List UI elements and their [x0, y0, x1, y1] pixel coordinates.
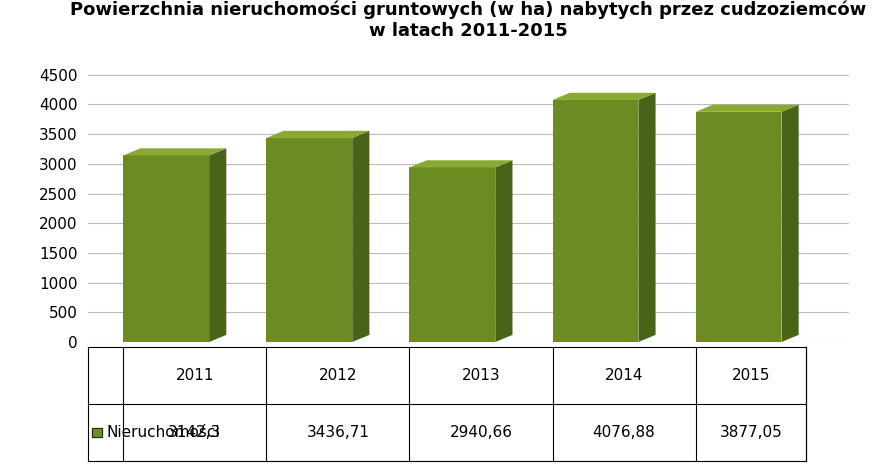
Bar [266, 138, 353, 342]
Polygon shape [353, 131, 369, 342]
Title: Powierzchnia nieruchomości gruntowych (w ha) nabytych przez cudzoziemców
w latac: Powierzchnia nieruchomości gruntowych (w… [70, 1, 866, 40]
Text: 2013: 2013 [462, 368, 500, 383]
Text: 3877,05: 3877,05 [719, 425, 782, 440]
Polygon shape [123, 148, 227, 155]
Bar [552, 100, 639, 342]
Polygon shape [266, 131, 369, 138]
Polygon shape [696, 104, 799, 112]
Text: 4076,88: 4076,88 [592, 425, 655, 440]
Text: 2014: 2014 [605, 368, 643, 383]
Text: 3436,71: 3436,71 [306, 425, 369, 440]
Text: 2940,66: 2940,66 [450, 425, 513, 440]
Text: 3142,3: 3142,3 [168, 425, 221, 440]
Bar [410, 167, 495, 342]
Text: 2015: 2015 [732, 368, 770, 383]
Polygon shape [552, 93, 655, 100]
Polygon shape [639, 93, 655, 342]
Polygon shape [495, 160, 513, 342]
Text: 2012: 2012 [318, 368, 357, 383]
Text: 2011: 2011 [176, 368, 214, 383]
Bar [123, 155, 209, 342]
Polygon shape [209, 148, 227, 342]
Bar [696, 112, 781, 342]
Text: Nieruchomości: Nieruchomości [107, 425, 220, 440]
Polygon shape [781, 104, 799, 342]
Polygon shape [410, 160, 513, 167]
